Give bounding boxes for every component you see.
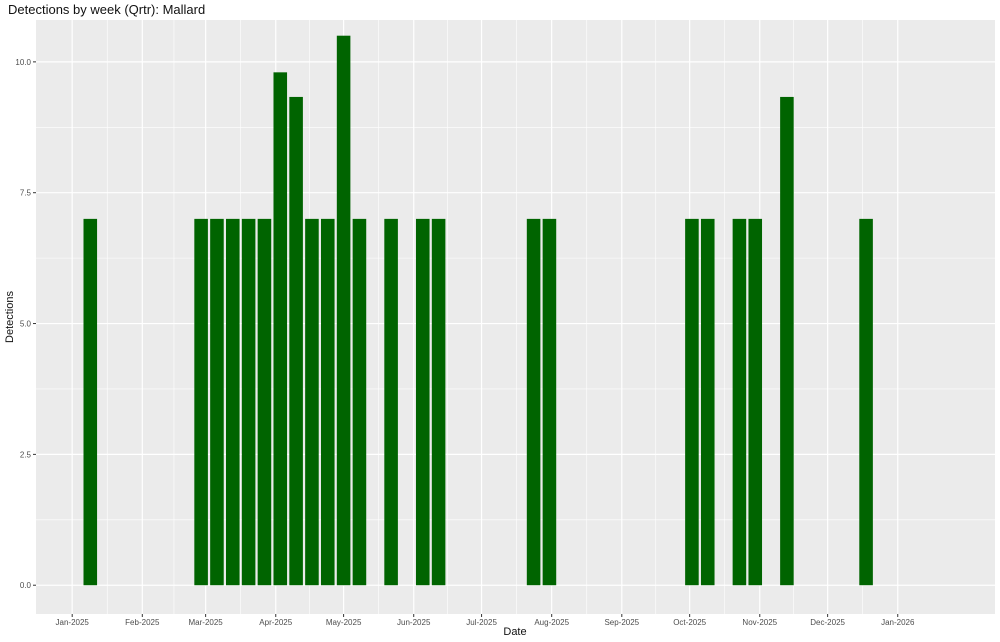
x-tick-label: Sep-2025 [604, 618, 639, 627]
chart-title: Detections by week (Qrtr): Mallard [8, 2, 206, 17]
bar [780, 96, 794, 586]
y-axis-title: Detections [4, 291, 16, 343]
bar [859, 218, 873, 586]
bar [431, 218, 446, 586]
x-tick-label: Jul-2025 [466, 618, 497, 627]
x-tick-label: Jan-2026 [881, 618, 915, 627]
x-axis-title: Date [503, 626, 526, 638]
x-tick-label: Feb-2025 [125, 618, 160, 627]
x-tick-label: Jan-2025 [56, 618, 90, 627]
bar [83, 218, 98, 586]
x-tick-label: Apr-2025 [259, 618, 292, 627]
y-tick-label: 10.0 [15, 58, 31, 67]
bar [384, 218, 398, 586]
x-tick-label: Dec-2025 [810, 618, 845, 627]
bar [210, 218, 224, 586]
bar [225, 218, 240, 586]
x-tick-label: May-2025 [326, 618, 362, 627]
y-tick-label: 7.5 [20, 189, 32, 198]
bar [320, 218, 335, 586]
bar [526, 218, 541, 586]
x-tick-label: Nov-2025 [742, 618, 777, 627]
bar [257, 218, 272, 586]
bar [542, 218, 557, 586]
bar [336, 35, 351, 586]
bar [700, 218, 715, 586]
x-tick-label: Jun-2025 [397, 618, 431, 627]
bar [732, 218, 747, 586]
bar [415, 218, 430, 586]
bar [289, 96, 303, 586]
y-tick-label: 5.0 [20, 320, 32, 329]
y-tick-label: 2.5 [20, 450, 32, 459]
plot-panel [36, 20, 995, 614]
bar [352, 218, 367, 586]
axes: 0.0 2.5 5.0 7.5 10.0 Jan-2025 Feb-2025 Mar-2025… [15, 58, 915, 627]
bar [305, 218, 319, 586]
bar [194, 218, 208, 586]
bar [748, 218, 763, 586]
x-tick-label: Mar-2025 [189, 618, 224, 627]
y-tick-label: 0.0 [20, 581, 32, 590]
bar [241, 218, 256, 586]
bars [83, 35, 873, 586]
bar [273, 72, 288, 586]
bar [685, 218, 699, 586]
x-tick-label: Aug-2025 [534, 618, 569, 627]
x-tick-label: Oct-2025 [673, 618, 706, 627]
